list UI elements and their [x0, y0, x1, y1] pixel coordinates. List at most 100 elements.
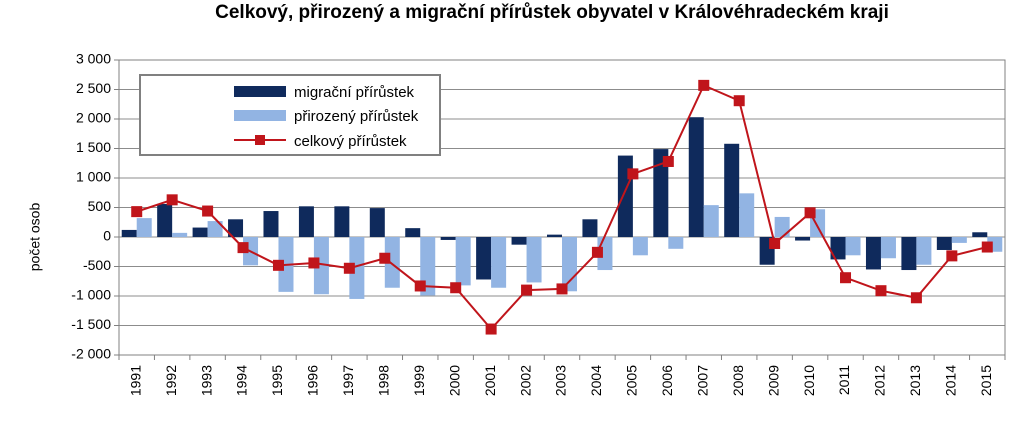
x-tick-label: 2013 — [907, 365, 923, 396]
bar-migracni — [688, 117, 704, 237]
x-tick-label: 2015 — [978, 365, 994, 396]
x-tick-label: 2012 — [872, 365, 888, 396]
marker-celkovy — [946, 250, 958, 262]
y-ticks: 3 000 2 500 2 000 1 500 1 000 500 0 -500 -1 000 -… — [71, 51, 119, 362]
bar-prirozeny — [172, 232, 188, 237]
x-tick-label: 2010 — [801, 365, 817, 396]
y-tick-label: 0 — [103, 228, 111, 244]
legend-label-celkovy: celkový přírůstek — [294, 133, 407, 150]
bar-migracni — [157, 203, 173, 237]
bar-prirozeny — [739, 193, 755, 237]
bar-prirozeny — [491, 237, 507, 288]
bar-prirozeny — [349, 237, 365, 299]
bar-migracni — [901, 237, 917, 271]
bar-prirozeny — [526, 237, 542, 283]
x-tick-label: 2001 — [482, 365, 498, 396]
bar-migracni — [369, 208, 385, 237]
x-tick-label: 1994 — [234, 365, 250, 396]
y-tick-label: 2 000 — [76, 110, 111, 126]
bar-migracni — [440, 237, 456, 240]
line-series — [131, 79, 993, 335]
bar-prirozeny — [313, 237, 329, 295]
legend-swatch-migracni — [234, 86, 286, 97]
y-tick-label: -1 000 — [71, 287, 111, 303]
bar-prirozeny — [845, 237, 861, 256]
bar-migracni — [298, 206, 314, 237]
bar-prirozeny — [455, 237, 471, 286]
bar-migracni — [582, 219, 598, 237]
y-tick-label: -2 000 — [71, 346, 111, 362]
y-tick-label: -1 500 — [71, 316, 111, 332]
bar-prirozeny — [207, 221, 223, 237]
bar-migracni — [795, 237, 811, 241]
x-tick-label: 2000 — [446, 365, 462, 396]
x-tick-label: 1998 — [376, 365, 392, 396]
x-tick-label: 2011 — [836, 365, 852, 395]
marker-celkovy — [450, 282, 462, 294]
bar-migracni — [724, 143, 740, 237]
legend-box — [139, 74, 441, 156]
marker-celkovy — [379, 252, 391, 264]
marker-celkovy — [556, 283, 568, 295]
bar-migracni — [547, 234, 562, 237]
marker-celkovy — [698, 79, 710, 91]
marker-celkovy — [237, 242, 249, 254]
bar-migracni — [936, 237, 952, 250]
x-tick-label: 2006 — [659, 365, 675, 396]
x-tick-label: 2014 — [943, 365, 959, 396]
bar-migracni — [617, 155, 633, 237]
x-tick-label: 1997 — [340, 365, 356, 396]
bar-prirozeny — [632, 237, 648, 256]
x-tick-label: 2005 — [624, 365, 640, 396]
marker-celkovy — [485, 323, 497, 335]
bar-migracni — [121, 229, 137, 237]
marker-celkovy — [166, 194, 178, 206]
x-tick-label: 1996 — [305, 365, 321, 396]
chart-title: Celkový, přirozený a migrační přírůstek … — [215, 2, 889, 23]
marker-celkovy — [662, 155, 674, 167]
x-tick-label: 2003 — [553, 365, 569, 396]
bar-prirozeny — [384, 237, 400, 288]
x-ticks: 1991 1992 1993 1994 1995 1996 1997 1998 1999 2000… — [118, 355, 1006, 396]
marker-celkovy — [769, 237, 781, 249]
legend-label-prirozeny: přirozený přírůstek — [294, 108, 419, 125]
x-tick-label: 1993 — [198, 365, 214, 396]
bar-prirozeny — [916, 237, 932, 265]
marker-celkovy — [521, 284, 533, 296]
marker-celkovy — [840, 272, 852, 284]
y-tick-label: -500 — [83, 257, 111, 273]
marker-celkovy — [343, 262, 355, 274]
y-tick-label: 500 — [88, 198, 112, 214]
marker-celkovy — [627, 168, 639, 180]
bar-prirozeny — [774, 216, 790, 237]
marker-celkovy — [981, 241, 993, 253]
x-tick-label: 2008 — [730, 365, 746, 396]
bar-prirozeny — [951, 237, 967, 243]
x-tick-label: 1991 — [127, 365, 143, 396]
legend: migrační přírůstek přirozený přírůstek c… — [139, 74, 441, 156]
bar-migracni — [830, 237, 846, 260]
x-tick-label: 2004 — [588, 365, 604, 396]
marker-celkovy — [272, 259, 284, 271]
marker-celkovy — [733, 95, 745, 107]
marker-celkovy — [804, 207, 816, 219]
x-tick-label: 1999 — [411, 365, 427, 396]
x-tick-label: 1995 — [269, 365, 285, 396]
y-tick-label: 2 500 — [76, 80, 111, 96]
marker-celkovy — [875, 285, 887, 297]
bar-migracni — [405, 228, 421, 237]
y-tick-label: 1 500 — [76, 139, 111, 155]
marker-celkovy — [414, 280, 426, 292]
bar-migracni — [334, 206, 350, 237]
y-axis-label: počet osob — [27, 203, 43, 272]
bar-migracni — [865, 237, 881, 270]
bar-migracni — [511, 237, 527, 245]
bar-migracni — [653, 149, 669, 237]
bar-prirozeny — [703, 205, 719, 237]
x-tick-label: 2009 — [765, 365, 781, 396]
bar-prirozeny — [136, 218, 152, 237]
y-tick-label: 3 000 — [76, 51, 111, 67]
marker-celkovy — [910, 292, 922, 304]
bar-migracni — [228, 219, 244, 237]
